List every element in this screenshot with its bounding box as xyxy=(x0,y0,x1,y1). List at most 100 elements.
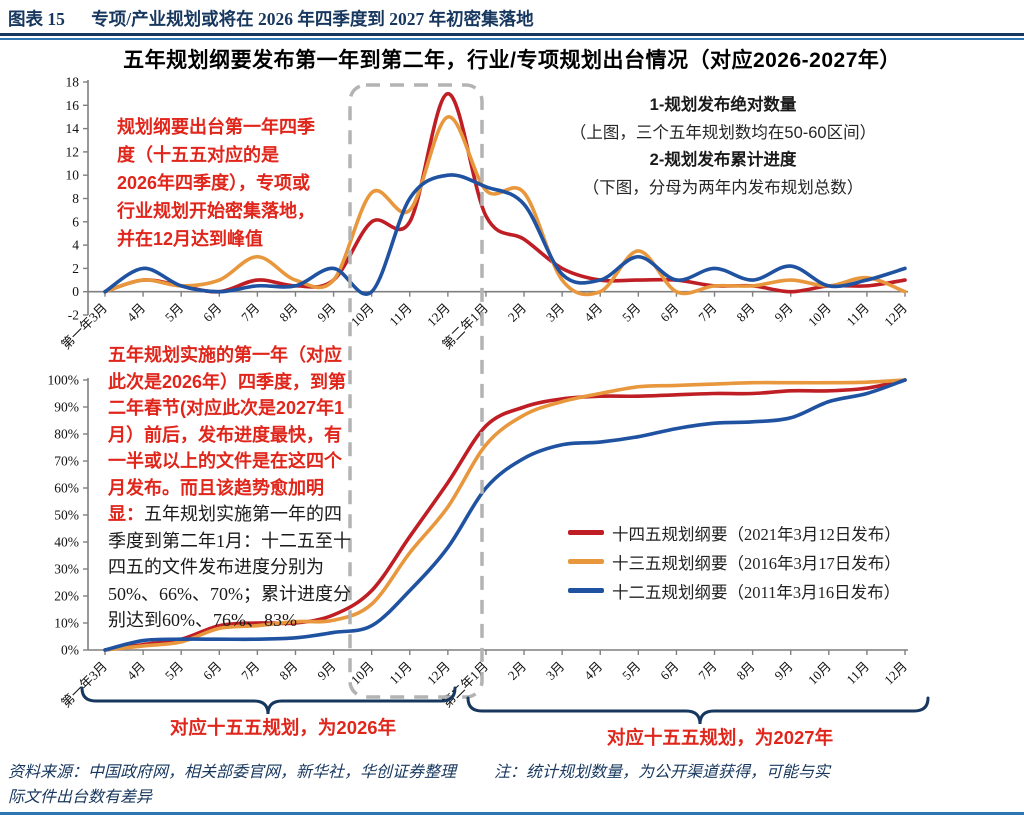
top-chart-x-tick-label: 4月 xyxy=(124,300,148,324)
top-chart-x-tick-label: 11月 xyxy=(843,300,872,329)
top-chart-y-tick-label: 12 xyxy=(66,144,80,159)
top-chart-x-tick-label: 9月 xyxy=(314,300,338,324)
bottom-chart-series-1 xyxy=(103,378,907,652)
bottom-chart-x-tick-label: 5月 xyxy=(162,659,186,683)
top-chart-x-tick-label: 10月 xyxy=(348,300,377,329)
legend-item-1: 十三五规划纲要（2016年3月17日发布） xyxy=(568,547,901,576)
legend-label-0: 十四五规划纲要（2021年3月12日发布） xyxy=(612,524,901,544)
top-chart-x-tick-label: 12月 xyxy=(881,300,910,329)
bottom-chart-x-tick-label: 第一年3月 xyxy=(58,659,110,711)
source-note: 资料来源：中国政府网，相关部委官网，新华社，华创证券整理 注：统计规划数量，为公开… xyxy=(8,760,1016,810)
chart-main-title: 五年规划纲要发布第一年到第二年，行业/专项规划出台情况（对应2026-2027年… xyxy=(123,49,901,72)
bottom-chart-x-tick-label: 7月 xyxy=(695,659,719,683)
bottom-chart-y-tick-label: 30% xyxy=(54,562,79,577)
highlight-dashed-box xyxy=(348,83,484,699)
bottom-chart-y-tick-label: 10% xyxy=(54,616,79,631)
top-chart-x-tick-label: 第一年3月 xyxy=(58,300,110,352)
annotation-top-right: 1-规划发布绝对数量 （上图，三个五年规划数均在50-60区间） 2-规划发布累… xyxy=(545,92,901,202)
legend-label-1: 十三五规划纲要（2016年3月17日发布） xyxy=(612,553,901,573)
top-chart-x-tick-label: 5月 xyxy=(162,300,186,324)
bottom-chart-x-tick-label: 9月 xyxy=(314,659,338,683)
top-chart-y-tick-label: 2 xyxy=(72,261,79,276)
figure-header: 图表 15 专项/产业规划或将在 2026 年四季度到 2027 年初密集落地 xyxy=(8,6,1016,31)
source-note-line-2: 际文件出台数有差异 xyxy=(8,789,153,806)
top-chart-y-tick-label: 4 xyxy=(72,238,79,253)
header-divider-dark xyxy=(0,33,1024,36)
bottom-chart-y-tick-label: 20% xyxy=(54,589,79,604)
annotation-line-3: 2-规划发布累计进度 xyxy=(649,151,797,169)
bottom-chart-x-tick-label: 11月 xyxy=(386,659,415,688)
top-chart-x-tick-label: 8月 xyxy=(733,300,757,324)
top-chart-y-tick-label: -2 xyxy=(68,308,79,323)
top-chart-x-tick-label: 6月 xyxy=(200,300,224,324)
annotation-line-1: 1-规划发布绝对数量 xyxy=(649,96,797,114)
top-chart-x-tick-label: 8月 xyxy=(276,300,300,324)
annotation-line-2: （上图，三个五年规划数均在50-60区间） xyxy=(569,123,877,142)
bottom-chart-y-tick-label: 80% xyxy=(54,427,79,442)
top-chart-series-1 xyxy=(103,115,907,297)
top-chart-y-tick-label: 0 xyxy=(72,284,79,299)
top-chart-x-tick-label: 12月 xyxy=(424,300,453,329)
legend-item-2: 十二五规划纲要（2011年3月16日发布） xyxy=(568,576,901,605)
top-chart-x-tick-label: 9月 xyxy=(771,300,795,324)
brace-2027 xyxy=(466,696,930,725)
annotation-bottom-left-black: 五年规划实施第一年的四季度到第二年1月：十二五至十四五的文件发布进度分别为50%… xyxy=(108,504,351,630)
bottom-chart-y-tick-label: 90% xyxy=(54,400,79,415)
top-chart-x-tick-label: 6月 xyxy=(657,300,681,324)
top-chart-x-tick-label: 3月 xyxy=(543,300,567,324)
top-chart-y-tick-label: 8 xyxy=(72,191,79,206)
bottom-chart-x-tick-label: 2月 xyxy=(505,659,529,683)
brace-label-2027: 对应十五五规划，为2027年 xyxy=(606,727,834,748)
bottom-chart-series-2 xyxy=(103,378,907,652)
header-divider-light xyxy=(0,38,1024,40)
top-chart-x-tick-label: 7月 xyxy=(695,300,719,324)
top-chart-y-tick-label: 14 xyxy=(66,121,80,136)
annotation-bottom-left-red: 五年规划实施的第一年（对应此次是2026年）四季度，到第二年春节(对应此次是20… xyxy=(108,345,347,524)
bottom-chart-x-tick-label: 6月 xyxy=(657,659,681,683)
top-chart-y-tick-label: 6 xyxy=(72,214,79,229)
brace-label-2026: 对应十五五规划，为2026年 xyxy=(169,717,397,738)
figure-title: 专项/产业规划或将在 2026 年四季度到 2027 年初密集落地 xyxy=(91,9,534,29)
legend-swatch-1 xyxy=(568,559,604,564)
top-chart-x-tick-label: 5月 xyxy=(619,300,643,324)
brace-2026 xyxy=(80,686,457,715)
top-chart-series-2 xyxy=(103,173,907,296)
bottom-chart-y-tick-label: 60% xyxy=(54,481,79,496)
source-text: 资料来源：中国政府网，相关部委官网，新华社，华创证券整理 xyxy=(8,764,457,781)
figure-number: 图表 15 xyxy=(8,9,65,29)
legend: 十四五规划纲要（2021年3月12日发布） 十三五规划纲要（2016年3月17日发… xyxy=(568,518,901,605)
bottom-chart-y-tick-label: 70% xyxy=(54,454,79,469)
bottom-chart-x-tick-label: 10月 xyxy=(805,659,834,688)
bottom-chart-series-0 xyxy=(103,378,907,652)
bottom-chart-x-tick-label: 9月 xyxy=(771,659,795,683)
legend-label-2: 十二五规划纲要（2011年3月16日发布） xyxy=(612,582,901,602)
bottom-chart-x-tick-label: 5月 xyxy=(619,659,643,683)
bottom-chart-x-tick-label: 12月 xyxy=(424,659,453,688)
bottom-chart-y-tick-label: 50% xyxy=(54,508,79,523)
bottom-divider xyxy=(0,812,1024,815)
bottom-chart-x-tick-label: 8月 xyxy=(276,659,300,683)
note-text: 注：统计规划数量，为公开渠道获得，可能与实 xyxy=(494,764,831,781)
annotation-top-left: 规划纲要出台第一年四季度（十五五对应的是2026年四季度），专项或行业规划开始密… xyxy=(117,117,315,249)
bottom-chart-x-tick-label: 3月 xyxy=(543,659,567,683)
annotation-line-4: （下图，分母为两年内发布规划总数） xyxy=(582,178,864,197)
bottom-chart-x-tick-label: 4月 xyxy=(581,659,605,683)
top-chart-y-tick-label: 16 xyxy=(66,98,80,113)
top-chart-y-tick-label: 18 xyxy=(66,75,80,90)
top-chart-x-tick-label: 4月 xyxy=(581,300,605,324)
bottom-chart-x-tick-label: 12月 xyxy=(881,659,910,688)
bottom-chart-x-tick-label: 8月 xyxy=(733,659,757,683)
top-chart-x-tick-label: 10月 xyxy=(805,300,834,329)
top-chart-series-0 xyxy=(103,91,907,294)
legend-swatch-2 xyxy=(568,588,604,593)
bottom-chart-x-tick-label: 11月 xyxy=(843,659,872,688)
top-chart-x-tick-label: 7月 xyxy=(238,300,262,324)
bottom-chart-x-tick-label: 7月 xyxy=(238,659,262,683)
top-chart-y-tick-label: 10 xyxy=(66,168,80,183)
top-chart-x-tick-label: 2月 xyxy=(505,300,529,324)
annotation-bottom-left: 五年规划实施的第一年（对应此次是2026年）四季度，到第二年春节(对应此次是20… xyxy=(108,342,358,634)
bottom-chart-x-tick-label: 4月 xyxy=(124,659,148,683)
bottom-chart-y-tick-label: 100% xyxy=(48,373,80,388)
